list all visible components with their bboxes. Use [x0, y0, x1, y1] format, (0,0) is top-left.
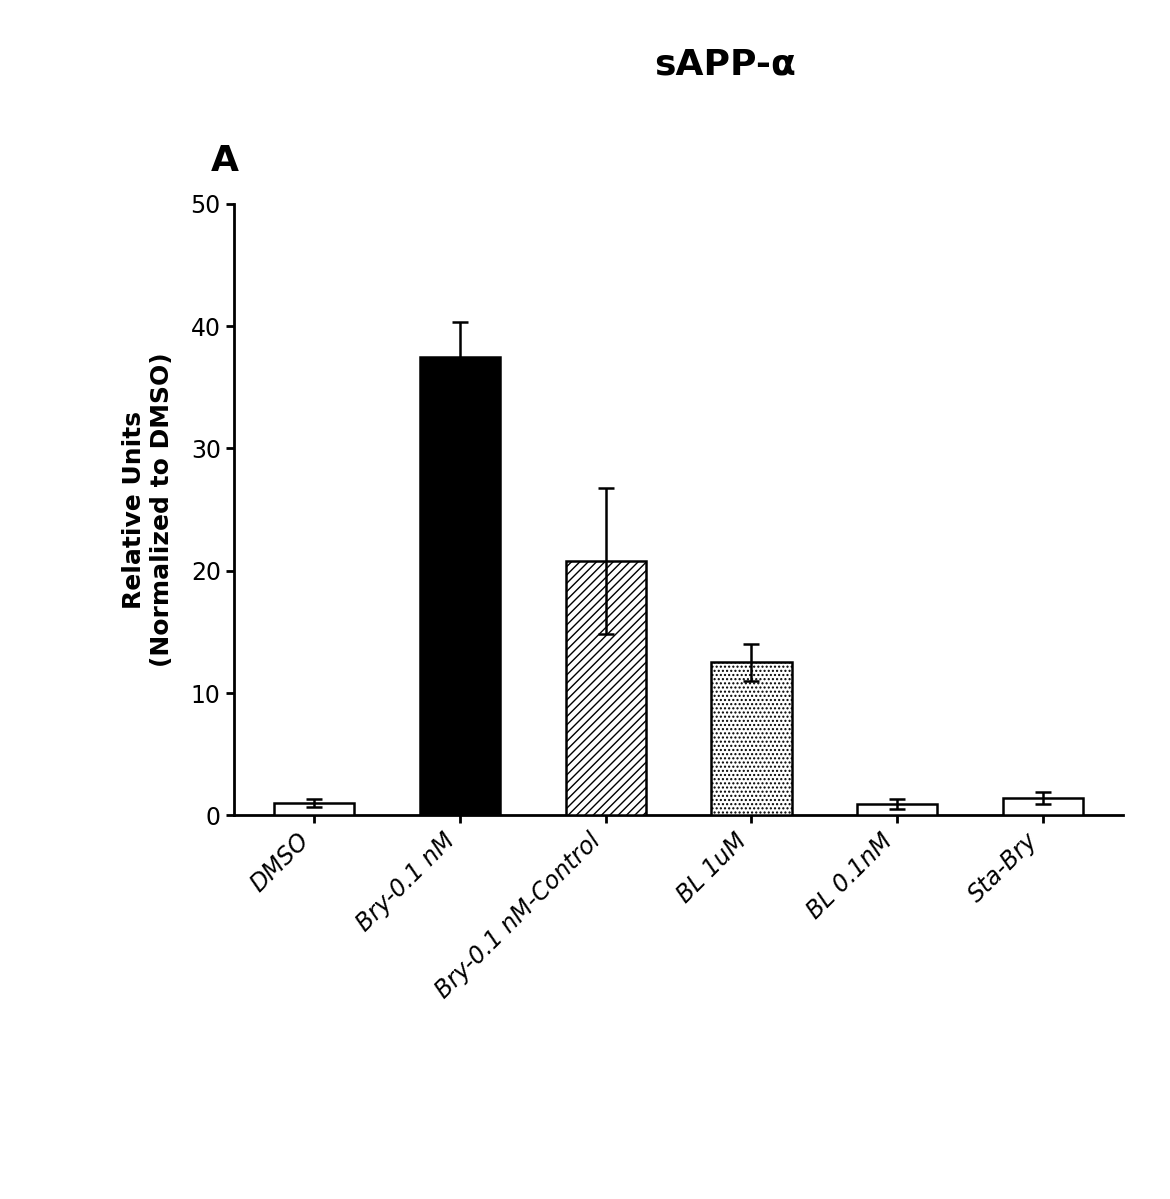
- Bar: [711, 662, 792, 815]
- Bar: [420, 357, 500, 815]
- Bar: [274, 803, 355, 815]
- Bar: [858, 805, 937, 815]
- Text: A: A: [211, 144, 239, 177]
- Y-axis label: Relative Units
(Normalized to DMSO): Relative Units (Normalized to DMSO): [122, 353, 174, 667]
- Text: sAPP-α: sAPP-α: [654, 48, 797, 82]
- Bar: [1003, 799, 1083, 815]
- Bar: [565, 561, 646, 815]
